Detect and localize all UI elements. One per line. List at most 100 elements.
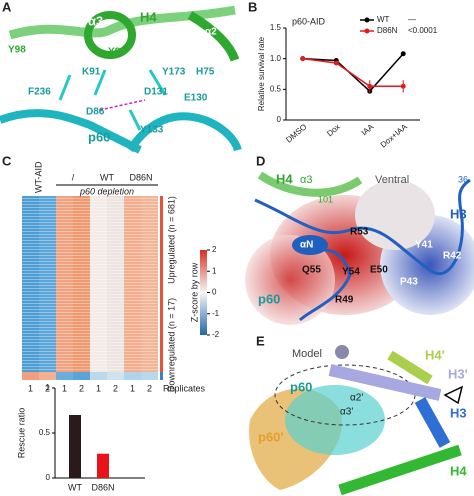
structure-label: F236 <box>28 87 51 98</box>
x-tick-label: D86N <box>91 482 114 492</box>
panel-letter: A <box>2 0 12 14</box>
heatmap-texture <box>141 196 158 372</box>
x-tick-label: IAA <box>360 122 376 138</box>
y-tick-label: 0.5 <box>39 428 51 437</box>
y-tick-label: 1.5 <box>270 23 282 32</box>
row-group-label: Downregulated (n = 17) <box>166 298 176 392</box>
series-line <box>302 53 404 93</box>
structure-label: α3 <box>88 13 103 28</box>
data-point <box>333 60 339 66</box>
data-point <box>300 56 306 62</box>
bar <box>69 415 81 478</box>
structure-label: H4 <box>276 171 293 186</box>
heatmap-texture <box>56 196 73 372</box>
structure-label: Q55 <box>302 265 321 276</box>
data-point <box>400 83 406 89</box>
legend-label: WT <box>377 15 390 24</box>
y-tick-label: 0.5 <box>270 84 282 93</box>
heatmap-texture <box>107 196 124 372</box>
heatmap-texture <box>73 196 90 372</box>
y-axis-label: Rescue ratio <box>16 408 26 459</box>
structure-label: K91 <box>82 67 101 78</box>
structure-label: Y173 <box>162 67 186 78</box>
structure-label: p60 <box>258 291 280 306</box>
replicate-label: 1 <box>28 383 33 393</box>
panel-e-structure <box>249 345 464 496</box>
legend-label: D86N <box>377 26 398 35</box>
structure-label: H4' <box>425 347 445 362</box>
heatmap-column <box>107 372 124 380</box>
structure-label: p60' <box>258 429 284 444</box>
structure-label: D86 <box>86 107 105 118</box>
panel-letter: E <box>256 333 265 348</box>
structure-label: H3' <box>448 366 468 381</box>
colorbar <box>200 250 207 335</box>
heatmap-texture <box>39 196 56 372</box>
structure-label: Y98 <box>8 45 26 56</box>
replicates-label: Replicates <box>163 383 206 393</box>
structure-label: p60 <box>88 129 110 144</box>
replicate-label: 2 <box>113 383 118 393</box>
structure-label: R53 <box>350 227 369 238</box>
panel-d-structure <box>244 170 474 330</box>
structure-label: α2' <box>350 393 363 404</box>
structure-label: p60 <box>290 379 312 394</box>
replicate-label: 2 <box>45 383 50 393</box>
colorbar-tick-label: 2 <box>212 245 217 254</box>
x-tick-label: Dox <box>325 122 342 138</box>
heatmap-column <box>39 372 56 380</box>
panel-letter: D <box>256 153 265 168</box>
legend-p-value: <0.0001 <box>408 26 438 35</box>
column-label: WT <box>100 172 114 182</box>
data-point <box>367 83 373 89</box>
replicate-label: 1 <box>62 383 67 393</box>
row-group-bar <box>160 372 163 380</box>
structure-label: H4 <box>450 463 467 478</box>
bar <box>97 453 109 478</box>
column-label: / <box>72 172 75 182</box>
structure-label: E50 <box>370 265 388 276</box>
replicate-label: 1 <box>130 383 135 393</box>
structure-label: H3 <box>450 206 467 221</box>
structure-label: Y88 <box>108 47 126 58</box>
heatmap-column <box>22 372 39 380</box>
x-tick-label: WT <box>68 482 82 492</box>
heatmap-texture <box>22 196 39 372</box>
chart-title: p60-AID <box>292 16 326 26</box>
y-tick-label: 1.0 <box>270 54 282 63</box>
group-label: p60 depletion <box>79 186 134 196</box>
panel-letter: C <box>2 153 12 168</box>
heatmap-texture <box>124 196 141 372</box>
row-group-label: Upregulated (n = 681) <box>166 196 176 284</box>
legend-swatch <box>364 17 370 23</box>
structure-label: α3' <box>340 407 353 418</box>
x-tick-label: Dox+IAA <box>379 122 410 150</box>
heatmap-texture <box>90 196 107 372</box>
y-tick-label: 0 <box>46 473 51 482</box>
structure-label: P43 <box>400 277 418 288</box>
replicate-label: 2 <box>79 383 84 393</box>
heatmap-column <box>90 372 107 380</box>
structure-label: Y133 <box>140 125 164 136</box>
y-axis-label: Relative survival rate <box>257 36 266 111</box>
colorbar-tick-label: -2 <box>212 330 220 339</box>
legend-swatch <box>364 28 370 34</box>
structure-label: H75 <box>196 67 215 78</box>
data-point <box>400 51 406 57</box>
panel-letter: B <box>248 0 257 14</box>
panel-a-structure <box>0 0 242 154</box>
heatmap-column <box>56 372 73 380</box>
structure-label: E130 <box>184 93 208 104</box>
series-line <box>302 57 404 88</box>
structure-label: H3 <box>450 405 467 420</box>
heatmap-column <box>73 372 90 380</box>
structure-label: 101 <box>318 194 333 204</box>
colorbar-label: Z-score by row <box>189 262 199 322</box>
colorbar-tick-label: 0 <box>212 288 217 297</box>
y-tick-label: 0 <box>277 115 282 124</box>
structure-label: 36 <box>458 174 468 184</box>
structure-label: Ventral <box>375 174 409 186</box>
structure-label: Y41 <box>415 240 433 251</box>
structure-label: D131 <box>144 87 168 98</box>
